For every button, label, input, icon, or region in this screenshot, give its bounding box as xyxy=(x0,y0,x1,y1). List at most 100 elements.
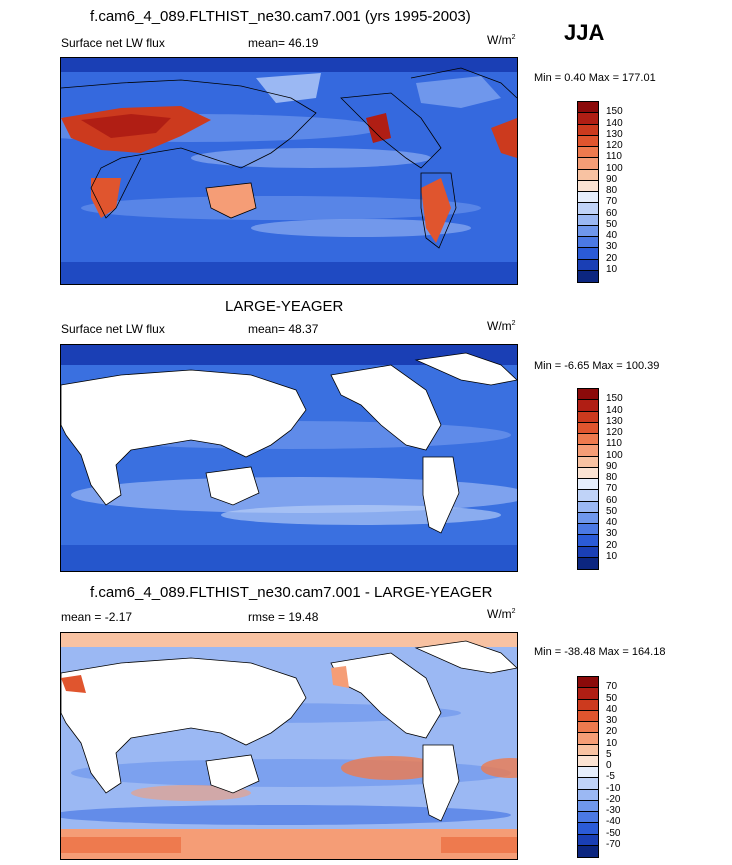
colorbar-swatch xyxy=(578,778,598,790)
season-label: JJA xyxy=(564,20,605,45)
colorbar-swatch xyxy=(578,845,598,857)
colorbar-swatch xyxy=(578,411,598,423)
colorbar-swatch xyxy=(578,699,598,711)
colorbar-swatch xyxy=(578,490,598,502)
colorbar-tick-label: 60 xyxy=(606,207,618,219)
colorbar-tick-label: -40 xyxy=(606,816,621,828)
colorbar-swatch xyxy=(578,158,598,170)
colorbar-tick-label: -20 xyxy=(606,793,621,805)
panel2-title: LARGE-YEAGER xyxy=(225,298,344,315)
colorbar-tick-label: 5 xyxy=(606,748,612,760)
colorbar-tick-label: 20 xyxy=(606,252,618,264)
panel3-map-svg xyxy=(61,633,517,859)
panel3-mean: mean = -2.17 xyxy=(61,610,133,624)
colorbar-tick-label: 30 xyxy=(606,528,618,540)
colorbar-tick-label: 150 xyxy=(606,393,623,405)
colorbar-tick-label: 10 xyxy=(606,263,618,275)
colorbar-tick-label: 20 xyxy=(606,726,618,738)
colorbar-tick-label: 80 xyxy=(606,185,618,196)
colorbar-tick-label: 90 xyxy=(606,460,618,472)
colorbar-swatch xyxy=(578,546,598,558)
colorbar-swatch xyxy=(578,722,598,734)
colorbar-swatch xyxy=(578,113,598,125)
colorbar-tick-label: -50 xyxy=(606,827,621,839)
colorbar-swatch xyxy=(578,823,598,835)
colorbar-tick-label: 20 xyxy=(606,539,618,551)
colorbar-tick-label: 50 xyxy=(606,505,618,517)
colorbar-swatch xyxy=(578,557,598,569)
panel1-left-label: Surface net LW flux xyxy=(61,36,165,50)
colorbar-tick-label: 40 xyxy=(606,230,618,241)
colorbar-swatch xyxy=(578,389,598,401)
panel3-map xyxy=(60,632,518,860)
colorbar-swatch xyxy=(578,733,598,745)
colorbar-tick-label: 70 xyxy=(606,681,618,693)
colorbar-swatch xyxy=(578,434,598,446)
colorbar-swatch xyxy=(578,755,598,767)
colorbar-tick-label: -30 xyxy=(606,805,621,816)
colorbar-tick-label: 100 xyxy=(606,162,623,174)
colorbar-tick-label: 60 xyxy=(606,494,618,506)
colorbar-tick-label: 0 xyxy=(606,760,612,771)
colorbar-swatch xyxy=(578,524,598,536)
colorbar-swatch xyxy=(578,203,598,215)
colorbar-swatch xyxy=(578,259,598,271)
colorbar-tick-label: 130 xyxy=(606,128,623,140)
colorbar-swatch xyxy=(578,688,598,700)
colorbar-swatch xyxy=(578,214,598,226)
colorbar-swatch xyxy=(578,456,598,468)
colorbar-swatch xyxy=(578,237,598,249)
panel2-map xyxy=(60,344,518,572)
colorbar-tick-label: 110 xyxy=(606,151,622,163)
colorbar-swatch xyxy=(578,767,598,779)
colorbar-swatch xyxy=(578,479,598,491)
colorbar-tick-label: 130 xyxy=(606,415,623,427)
colorbar-tick-label: 120 xyxy=(606,427,623,438)
colorbar-swatch xyxy=(578,192,598,204)
colorbar-swatch xyxy=(578,400,598,412)
colorbar-tick-label: 110 xyxy=(606,438,622,450)
colorbar-tick-label: 80 xyxy=(606,472,618,483)
panel2-minmax: Min = -6.65 Max = 100.39 xyxy=(534,360,660,372)
colorbar-swatch xyxy=(578,744,598,756)
panel1-units: W/m2 xyxy=(487,33,516,47)
colorbar-swatch xyxy=(578,467,598,479)
panel3-title: f.cam6_4_089.FLTHIST_ne30.cam7.001 - LAR… xyxy=(90,584,493,601)
colorbar-tick-label: -10 xyxy=(606,782,621,794)
panel1-mean: mean= 46.19 xyxy=(248,36,319,50)
colorbar-swatch xyxy=(578,169,598,181)
colorbar-tick-label: 50 xyxy=(606,692,618,704)
colorbar-swatch xyxy=(578,180,598,192)
colorbar-swatch xyxy=(578,501,598,513)
colorbar-swatch xyxy=(578,789,598,801)
colorbar-swatch xyxy=(578,270,598,282)
panel2-units: W/m2 xyxy=(487,319,516,333)
colorbar-tick-label: 50 xyxy=(606,218,618,230)
colorbar-tick-label: 70 xyxy=(606,196,618,208)
colorbar-swatch xyxy=(578,445,598,457)
panel2-mean: mean= 48.37 xyxy=(248,322,319,336)
colorbar-swatch xyxy=(578,710,598,722)
panel1-title: f.cam6_4_089.FLTHIST_ne30.cam7.001 (yrs … xyxy=(90,8,471,25)
panel1-colorbar xyxy=(577,101,599,283)
colorbar-swatch xyxy=(578,535,598,547)
colorbar-swatch xyxy=(578,834,598,846)
panel3-rmse: rmse = 19.48 xyxy=(248,610,319,624)
colorbar-tick-label: 120 xyxy=(606,140,623,151)
colorbar-swatch xyxy=(578,147,598,159)
colorbar-tick-label: 140 xyxy=(606,117,623,129)
colorbar-tick-label: 10 xyxy=(606,550,618,562)
colorbar-swatch xyxy=(578,677,598,689)
panel1-map-svg xyxy=(61,58,517,284)
colorbar-tick-label: 30 xyxy=(606,715,618,726)
colorbar-tick-label: 90 xyxy=(606,173,618,185)
colorbar-tick-label: 70 xyxy=(606,483,618,495)
panel2-map-svg xyxy=(61,345,517,571)
colorbar-tick-label: 100 xyxy=(606,449,623,461)
colorbar-swatch xyxy=(578,135,598,147)
colorbar-tick-label: -5 xyxy=(606,771,615,783)
colorbar-tick-label: 40 xyxy=(606,517,618,528)
colorbar-swatch xyxy=(578,800,598,812)
colorbar-swatch xyxy=(578,422,598,434)
colorbar-tick-label: 10 xyxy=(606,737,618,749)
